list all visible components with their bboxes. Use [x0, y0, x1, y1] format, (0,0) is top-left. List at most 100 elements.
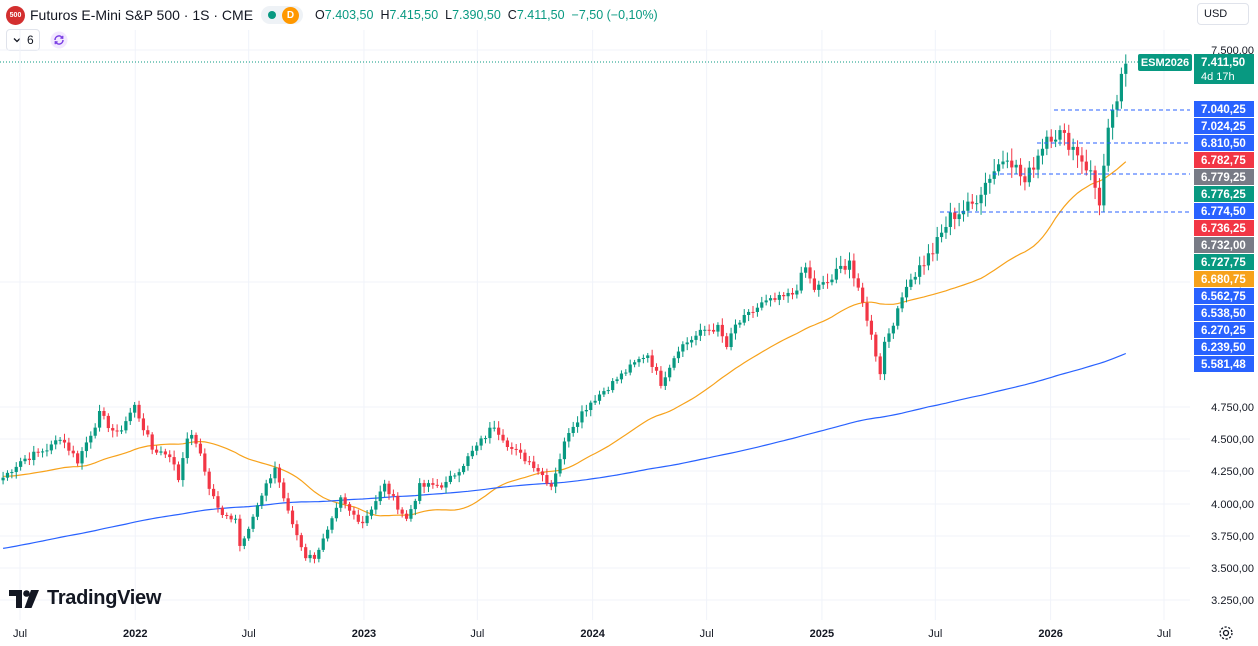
candle — [1062, 123, 1066, 146]
candle — [611, 378, 615, 393]
candle — [111, 424, 115, 438]
candle — [804, 262, 808, 278]
candle — [203, 448, 207, 476]
candle — [396, 492, 400, 515]
candle — [1036, 149, 1040, 179]
symbol-title[interactable]: Futuros E-Mini S&P 500 · 1S · CME — [30, 7, 254, 23]
symbol-logo-icon[interactable]: 500 — [6, 5, 25, 25]
candle — [387, 480, 391, 500]
candle — [711, 323, 716, 334]
candle — [1071, 138, 1075, 161]
candle — [461, 463, 466, 475]
candle — [365, 510, 369, 527]
x-tick-label: Jul — [700, 628, 714, 640]
candle — [777, 291, 781, 306]
candle — [681, 341, 685, 357]
candle — [295, 520, 299, 541]
candle — [510, 442, 514, 455]
candle — [676, 346, 681, 364]
candle — [584, 404, 588, 417]
candle — [470, 445, 474, 459]
candle — [207, 468, 211, 496]
candle — [45, 443, 49, 457]
candle — [141, 413, 146, 436]
candle — [747, 309, 751, 322]
candle — [966, 192, 970, 217]
price-label-box — [1194, 152, 1254, 168]
refresh-icon[interactable] — [50, 31, 68, 49]
candle — [119, 425, 124, 435]
price-label: 6.779,25 — [1201, 172, 1246, 184]
x-tick-label: 2024 — [580, 628, 605, 640]
price-label-box — [1194, 254, 1254, 270]
currency-button[interactable]: USD — [1197, 3, 1249, 25]
candle — [707, 324, 711, 336]
candle — [273, 461, 277, 484]
candle — [211, 484, 216, 499]
bar-countdown: 4d 17h — [1201, 71, 1235, 83]
candle — [593, 395, 597, 406]
price-label-box — [1194, 220, 1254, 236]
candle — [922, 255, 926, 275]
candle — [400, 507, 404, 518]
candle — [102, 407, 106, 420]
candle — [312, 552, 317, 564]
high-value: 7.415,50 — [389, 8, 439, 22]
candle — [247, 526, 251, 541]
candle — [1097, 178, 1102, 216]
candle — [887, 328, 891, 348]
candle — [1001, 150, 1005, 169]
symbol-row: 500 Futuros E-Mini S&P 500 · 1S · CME D … — [6, 5, 658, 25]
candle — [953, 207, 957, 230]
candle — [444, 476, 448, 494]
candle — [527, 456, 531, 466]
candle — [650, 349, 654, 373]
candle — [755, 303, 759, 317]
price-label-box — [1194, 288, 1254, 304]
candle — [843, 258, 847, 275]
candle — [255, 502, 260, 521]
candle — [308, 550, 312, 563]
price-label-box — [1194, 203, 1254, 219]
candle — [997, 159, 1001, 176]
candle — [786, 288, 790, 303]
candle — [1124, 54, 1128, 87]
market-status-pill[interactable]: D — [261, 6, 304, 24]
candle — [602, 387, 606, 398]
candle — [825, 273, 830, 289]
candle — [865, 296, 869, 327]
candle — [67, 437, 71, 456]
moving-average-fast — [3, 161, 1127, 517]
candle — [624, 369, 628, 376]
candle — [137, 400, 141, 422]
candle — [40, 448, 45, 458]
candle — [628, 359, 632, 376]
candle — [637, 356, 641, 367]
candle — [49, 440, 53, 455]
candle — [242, 536, 246, 550]
price-label: 6.562,75 — [1201, 291, 1246, 303]
candle — [988, 174, 992, 194]
candle — [339, 495, 343, 512]
price-label: 6.776,25 — [1201, 189, 1246, 201]
candle — [571, 421, 575, 437]
x-tick-label: 2022 — [123, 628, 147, 640]
candle — [716, 322, 720, 337]
candle — [790, 287, 795, 300]
candle — [694, 330, 698, 346]
tradingview-brand[interactable]: TradingView — [9, 587, 161, 610]
candle — [751, 305, 755, 318]
gear-icon[interactable] — [1217, 624, 1235, 642]
candle — [567, 428, 571, 448]
candle — [457, 468, 461, 483]
price-label: 6.810,50 — [1201, 138, 1246, 150]
candle — [62, 433, 67, 449]
x-tick-label: Jul — [13, 628, 27, 640]
candle — [948, 202, 952, 236]
candle — [501, 429, 505, 443]
candle — [641, 354, 645, 364]
candle — [163, 448, 167, 459]
symbol-price-tag — [1138, 54, 1192, 71]
candle — [1032, 157, 1036, 178]
